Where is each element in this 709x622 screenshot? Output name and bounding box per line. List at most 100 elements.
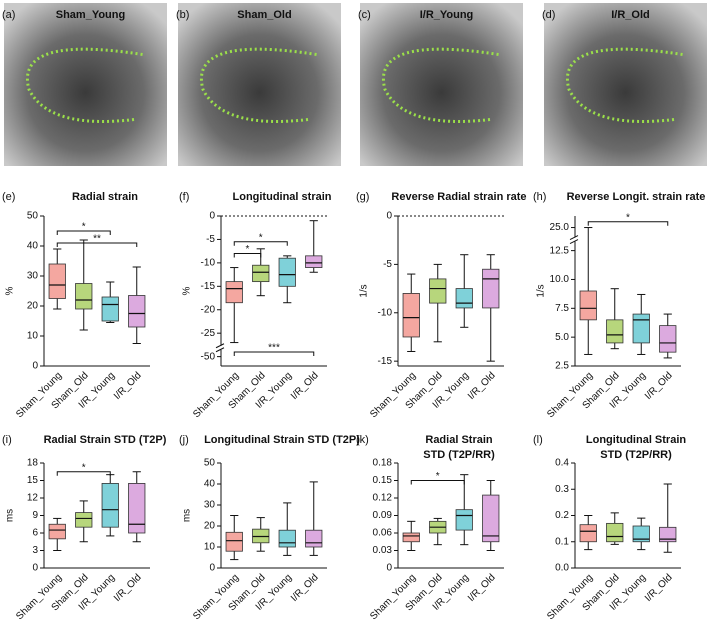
chart-title: Longitudinal strain [233,191,332,203]
y-tick-label: 30 [27,271,39,282]
y-tick-label: -10 [378,307,393,318]
x-tick-label: I/R_Old [643,370,675,402]
y-axis-label: ms [182,509,193,522]
y-tick-label: 0 [209,211,215,222]
image-title: I/R_Old [611,9,650,21]
box [278,257,296,287]
significance-label: *** [268,343,280,354]
chart-title: Reverse Radial strain rate [391,191,526,203]
y-tick-label: 7.5 [555,303,569,314]
y-tick-label: 0.1 [555,536,569,547]
significance-label: * [626,212,630,223]
y-tick-label: 30 [204,500,216,511]
panel-label: (d) [542,9,555,21]
significance-label: * [82,222,86,233]
box [455,288,473,309]
tracking-contour [200,47,317,123]
axis-break [215,347,225,353]
significance-bracket [410,480,465,485]
ultrasound-image [178,3,341,166]
y-tick-label: 20 [27,301,39,312]
significance-bracket [233,351,315,356]
axis-break-gap [570,237,580,242]
y-axis-label: % [5,286,16,295]
tracking-contour [382,47,499,123]
y-axis-label: % [182,286,193,295]
image-title: Sham_Old [237,9,291,21]
significance-bracket [56,471,111,476]
significance-label: ** [93,234,101,245]
significance-bracket [233,253,262,258]
y-tick-label: 0.2 [555,510,569,521]
y-tick-label: 18 [27,458,39,469]
chart-title: Reverse Longit. strain rate [567,191,706,203]
significance-bracket [56,242,138,247]
significance-label: * [246,244,250,255]
panel-label: (c) [358,9,371,21]
box [659,526,677,543]
y-tick-label: 0.03 [373,545,393,556]
x-tick-label: I/R_Old [289,370,321,402]
y-axis-label: ms [5,509,16,522]
significance-label: * [82,462,86,473]
y-tick-label: 50 [27,211,39,222]
y-axis-label: 1/s [359,284,370,297]
box [101,296,119,322]
chart-title: Longitudinal Strain STD (T2P) [204,434,360,446]
box [225,281,243,304]
box [252,264,270,283]
y-tick-label: -20 [201,304,216,315]
chart-title: STD (T2P/RR) [600,449,672,461]
box [278,529,296,548]
box [402,532,420,543]
y-tick-label: 0 [386,211,392,222]
y-tick-label: 0.15 [373,475,393,486]
y-tick-label: 0.09 [373,510,393,521]
box [75,283,93,310]
ultrasound-image [544,3,707,166]
y-tick-label: 0.12 [373,493,393,504]
box [225,531,243,552]
significance-bracket [587,221,669,226]
y-tick-label: 50 [204,458,216,469]
ultrasound-image [4,3,167,166]
box [305,529,323,548]
significance-label: * [436,471,440,482]
y-tick-label: 0.4 [555,458,569,469]
x-tick-label: I/R_Old [112,572,144,604]
panel-label: (j) [179,434,189,446]
box [128,295,146,328]
box [402,293,420,338]
y-tick-label: -5 [206,234,215,245]
box [482,494,500,543]
box [659,325,677,353]
significance-bracket [233,241,288,246]
box [606,522,624,543]
axis-break [569,235,579,241]
box [48,523,66,540]
axis-break [569,239,579,245]
x-tick-label: I/R_Old [643,572,675,604]
y-tick-label: 0.18 [373,458,393,469]
y-tick-label: 0.3 [555,484,569,495]
box [606,319,624,344]
y-tick-label: -25 [201,328,216,339]
y-tick-label: -15 [201,281,216,292]
y-tick-label: -10 [201,258,216,269]
panel-label: (f) [179,191,189,203]
x-tick-label: I/R_Old [466,370,498,402]
tracking-contour [566,47,683,123]
x-tick-label: I/R_Old [289,572,321,604]
y-tick-label: 10 [27,331,39,342]
box [579,524,597,543]
tracking-contour [26,47,143,123]
image-title: I/R_Young [420,9,474,21]
axis-break-gap [216,345,226,350]
ultrasound-image [360,3,523,166]
y-tick-label: -15 [378,356,393,367]
y-tick-label: 0.06 [373,528,393,539]
chart-title: STD (T2P/RR) [423,449,495,461]
y-axis-label: 1/s [536,284,547,297]
box [75,512,93,528]
panel-label: (h) [533,191,546,203]
